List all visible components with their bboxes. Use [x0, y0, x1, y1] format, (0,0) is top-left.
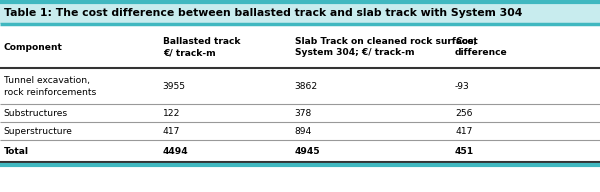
Text: 894: 894 — [295, 127, 312, 136]
Text: Table 1: The cost difference between ballasted track and slab track with System : Table 1: The cost difference between bal… — [4, 8, 522, 18]
Text: Tunnel excavation,
rock reinforcements: Tunnel excavation, rock reinforcements — [4, 76, 96, 97]
Text: 256: 256 — [455, 109, 473, 118]
Bar — [0, 2, 600, 24]
Text: Slab Track on cleaned rock surface,
System 304; €/ track-m: Slab Track on cleaned rock surface, Syst… — [295, 37, 477, 57]
Text: Superstructure: Superstructure — [4, 127, 73, 136]
Text: 417: 417 — [163, 127, 180, 136]
Text: 3862: 3862 — [295, 82, 318, 91]
Text: 417: 417 — [455, 127, 472, 136]
Bar — [0, 26, 600, 68]
Text: 4945: 4945 — [295, 147, 320, 156]
Text: -93: -93 — [455, 82, 470, 91]
Text: 122: 122 — [163, 109, 181, 118]
Text: 4494: 4494 — [163, 147, 188, 156]
Text: 3955: 3955 — [163, 82, 186, 91]
Text: 451: 451 — [455, 147, 474, 156]
Text: Cost
difference: Cost difference — [455, 37, 508, 57]
Text: Component: Component — [4, 42, 62, 51]
Text: Substructures: Substructures — [4, 109, 68, 118]
Text: Ballasted track
€/ track-m: Ballasted track €/ track-m — [163, 37, 240, 57]
Text: Total: Total — [4, 147, 29, 156]
Text: 378: 378 — [295, 109, 312, 118]
